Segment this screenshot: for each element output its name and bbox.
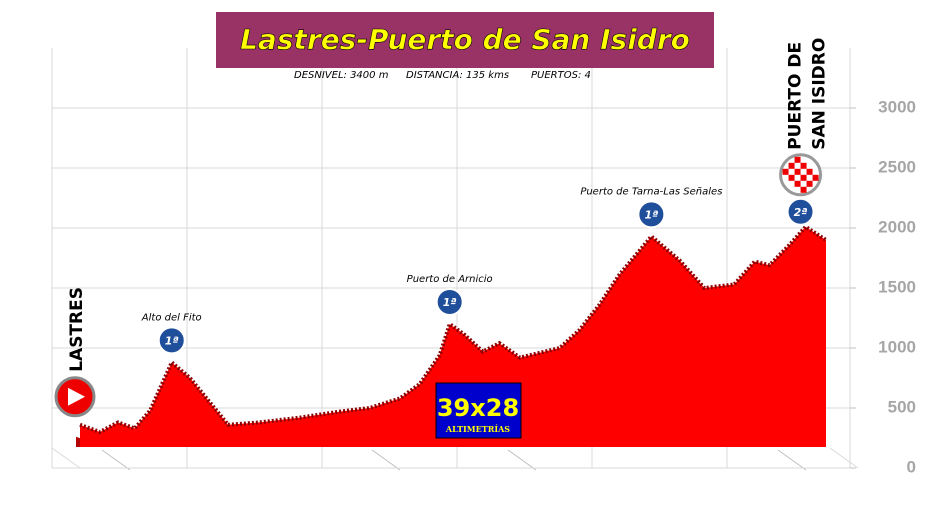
finish-check — [800, 174, 807, 181]
badge-label: 1ª — [165, 334, 179, 347]
y-tick-label: 1000 — [878, 337, 916, 356]
finish-check — [806, 168, 813, 175]
y-tick-label: 500 — [888, 397, 916, 416]
annotation-label: Puerto de Arnicio — [407, 274, 493, 285]
finish-check — [800, 186, 807, 193]
logo-caption: ALTIMETRÍAS — [445, 424, 510, 434]
badge-circle — [786, 197, 815, 226]
finish-check — [788, 162, 795, 169]
finish-label: PUERTO DE — [786, 42, 806, 150]
y-tick-label: 3000 — [878, 97, 916, 116]
logo-text: 39x28 — [437, 394, 519, 422]
y-tick-label: 2000 — [878, 217, 916, 236]
subtitle: DESNIVEL: 3400 m — [294, 70, 389, 81]
finish-check — [788, 174, 795, 181]
finish-check — [782, 168, 789, 175]
subtitle: DISTANCIA: 135 kms — [406, 70, 509, 81]
badge-label: 1ª — [644, 208, 658, 221]
annotation-label: Puerto de Tarna-Las Señales — [580, 186, 722, 197]
finish-check — [794, 156, 801, 163]
finish-check — [806, 180, 813, 187]
y-tick-label: 1500 — [878, 277, 916, 296]
x-grid — [51, 48, 859, 469]
badge-circle — [637, 200, 666, 229]
y-tick-label: 2500 — [878, 157, 916, 176]
badge-circle — [435, 288, 464, 316]
annotation-label: Alto del Fito — [141, 312, 202, 323]
badge-label: 1ª — [443, 296, 457, 309]
area-ridge — [79, 224, 828, 435]
badge-label: 2ª — [794, 206, 808, 219]
y-tick-label: 0 — [907, 457, 916, 476]
chart-title: Lastres-Puerto de San Isidro — [240, 23, 690, 56]
start-label: LASTRES — [67, 287, 87, 372]
logo: 39x28 ALTIMETRÍAS — [435, 382, 522, 439]
title-box — [216, 12, 714, 68]
finish-check — [800, 162, 807, 169]
start-arrow — [68, 387, 85, 406]
finish-check — [794, 180, 801, 187]
x-ticks — [101, 449, 807, 471]
area — [80, 226, 826, 447]
subtitle: PUERTOS: 4 — [531, 70, 591, 81]
finish-check — [812, 174, 819, 181]
finish-label: SAN ISIDRO — [810, 38, 830, 150]
badge-circle — [157, 326, 186, 355]
finish-check — [794, 168, 801, 175]
